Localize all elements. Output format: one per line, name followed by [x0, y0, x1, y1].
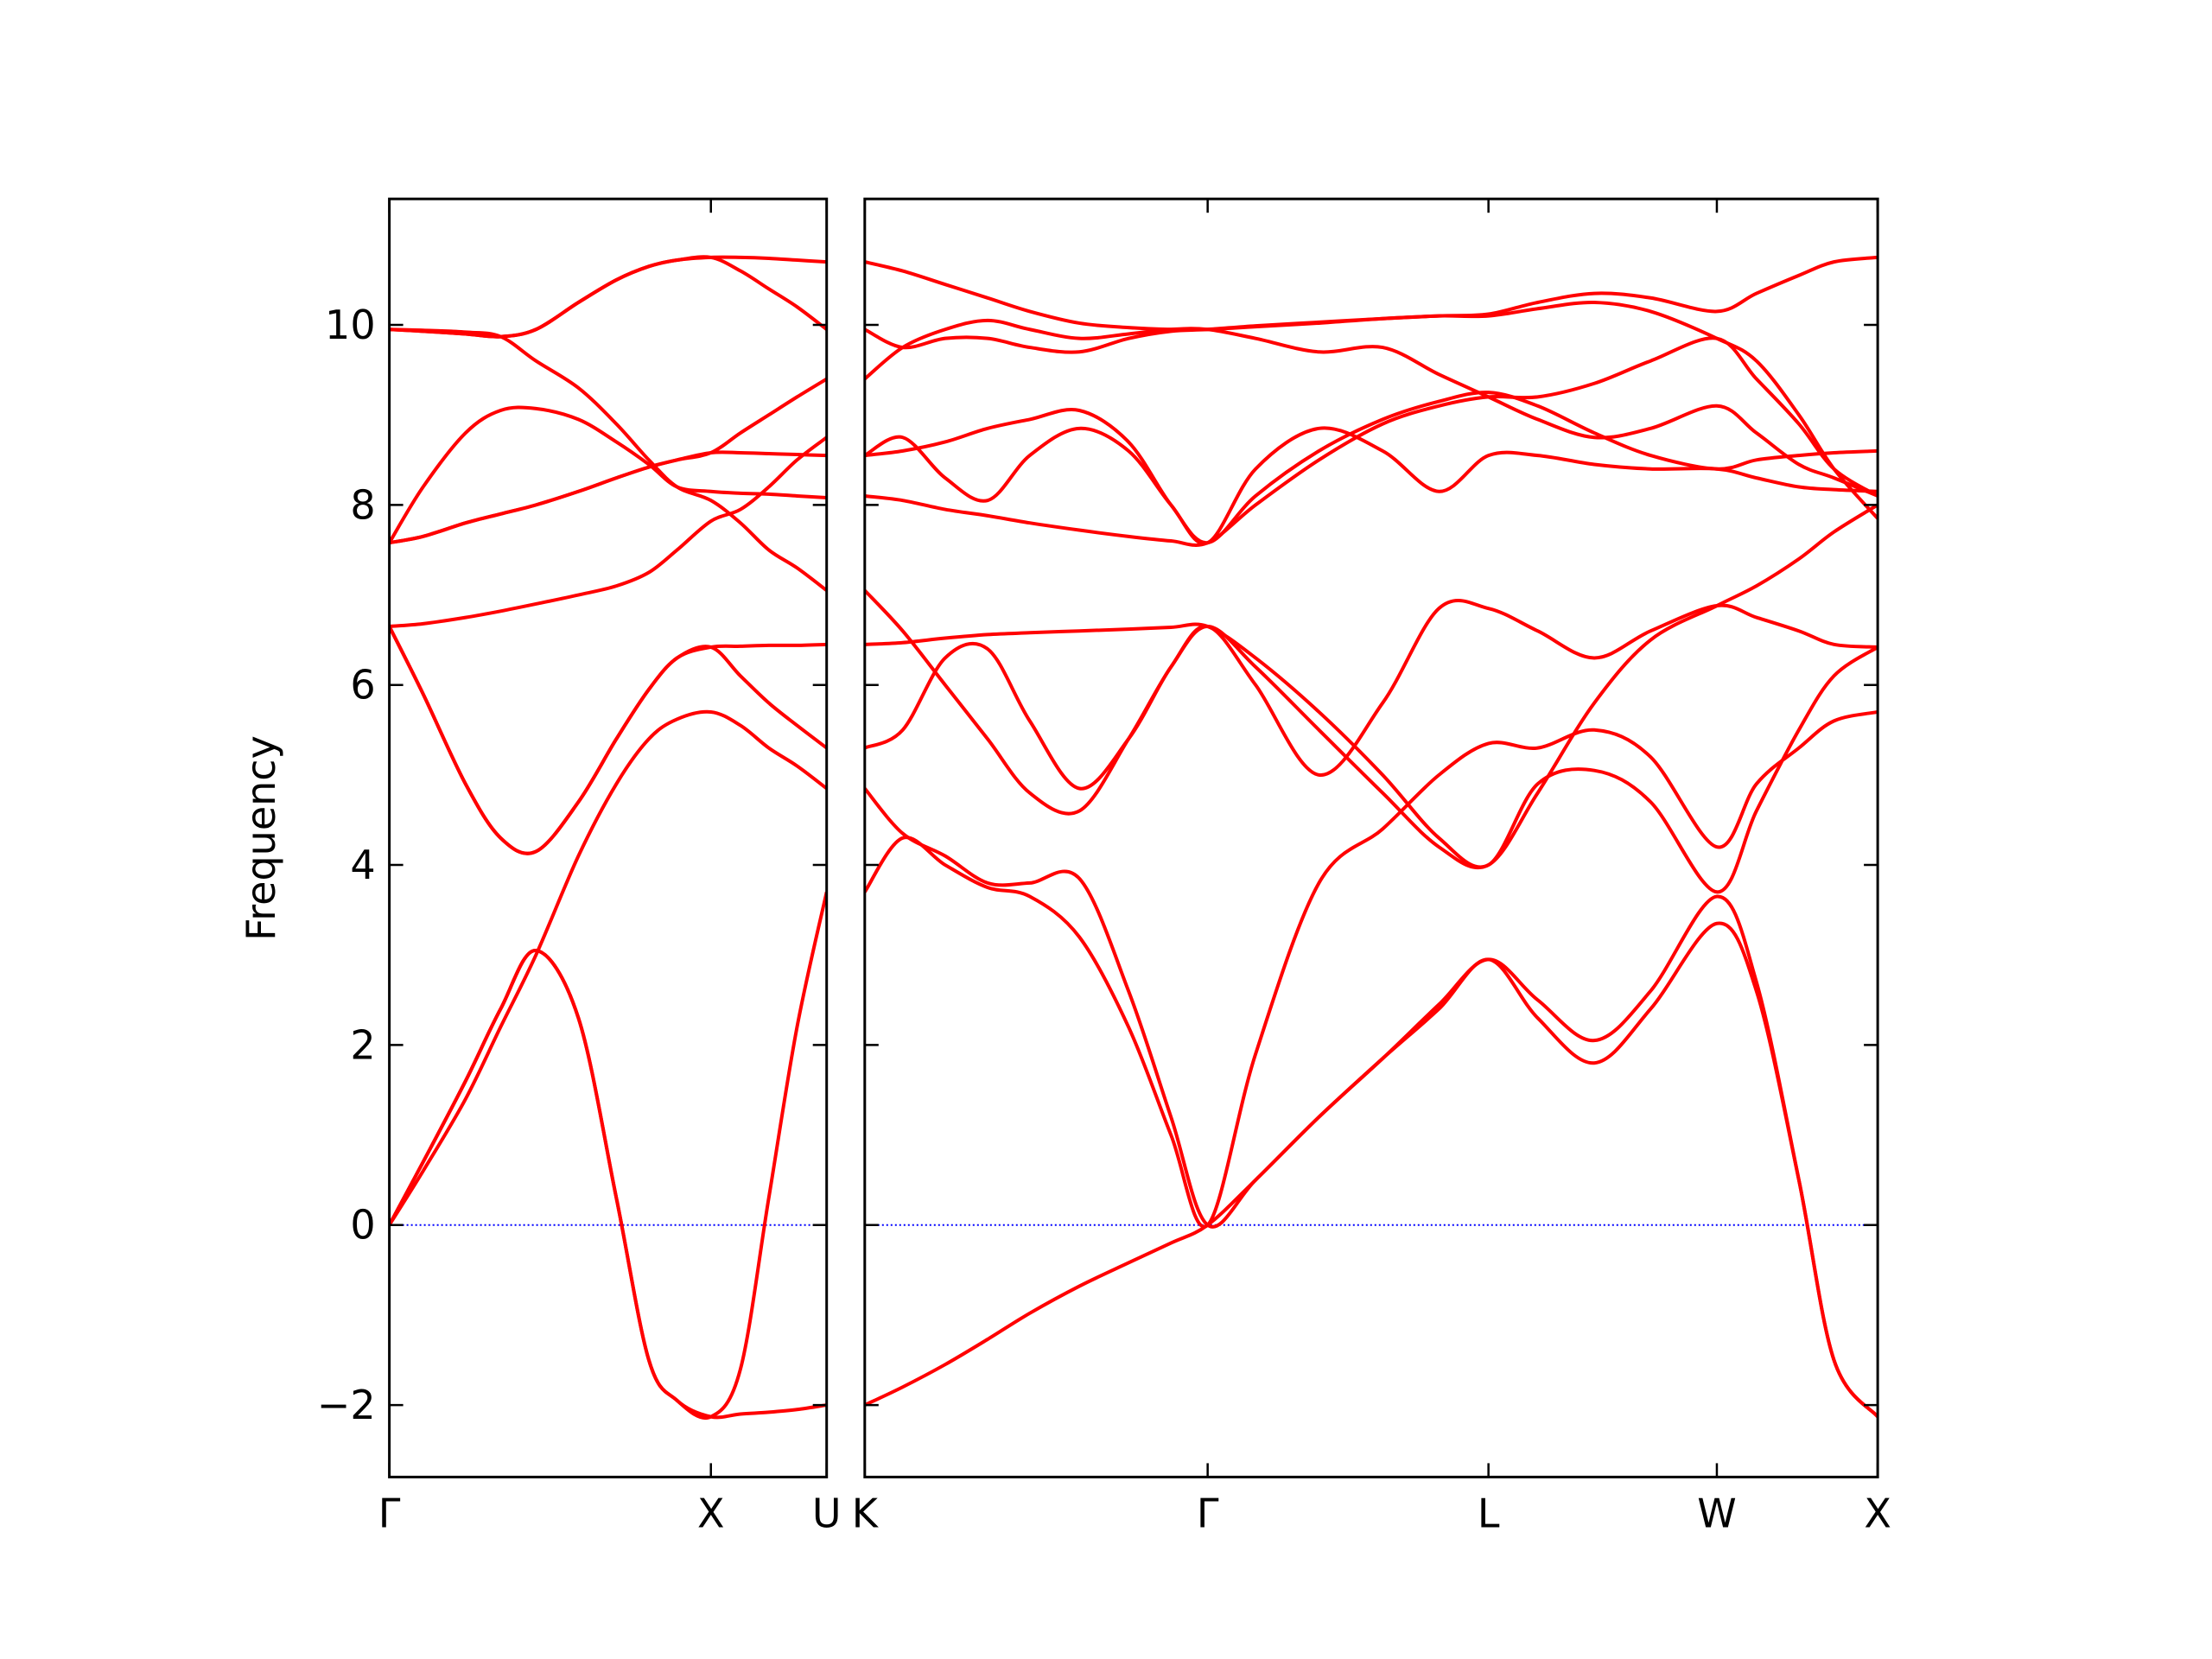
band-line — [864, 300, 1878, 520]
band-line — [389, 377, 827, 545]
x-tick-label: X — [1864, 1490, 1891, 1536]
band-line — [389, 891, 827, 1420]
x-tick-label: X — [697, 1490, 725, 1536]
band-line — [864, 622, 1878, 894]
x-tick-label: Γ — [1197, 1490, 1219, 1536]
band-line — [864, 599, 1878, 791]
y-tick-label: −2 — [317, 1382, 376, 1428]
y-tick-label: 6 — [350, 662, 375, 709]
band-line — [389, 709, 827, 1226]
y-tick-label: 8 — [350, 481, 375, 528]
x-tick-label: U — [812, 1490, 842, 1536]
band-line — [864, 503, 1878, 870]
band-line — [389, 435, 827, 628]
x-tick-label: W — [1697, 1490, 1736, 1536]
plot-frame — [388, 197, 829, 1478]
x-tick-label: K — [852, 1490, 880, 1536]
x-tick-label: Γ — [378, 1490, 401, 1536]
band-line — [389, 450, 827, 545]
band-line — [864, 709, 1878, 1229]
plot-frame — [863, 197, 1879, 1478]
band-line — [864, 318, 1878, 498]
y-tick-label: 0 — [350, 1202, 375, 1249]
band-line — [864, 255, 1878, 332]
band-line — [389, 405, 827, 544]
y-axis-label: Frequency — [238, 735, 284, 941]
band-line — [389, 949, 827, 1420]
band-line — [864, 921, 1878, 1418]
band-line — [389, 626, 827, 855]
band-line — [389, 255, 827, 339]
band-line — [864, 426, 1878, 546]
y-tick-label: 10 — [325, 302, 376, 348]
band-line — [864, 336, 1878, 547]
band-line — [864, 391, 1878, 545]
y-tick-label: 2 — [350, 1021, 375, 1068]
x-tick-label: L — [1478, 1490, 1500, 1536]
band-line — [389, 255, 827, 339]
band-line — [389, 327, 827, 592]
band-line — [864, 787, 1878, 1418]
y-tick-label: 4 — [350, 842, 375, 888]
